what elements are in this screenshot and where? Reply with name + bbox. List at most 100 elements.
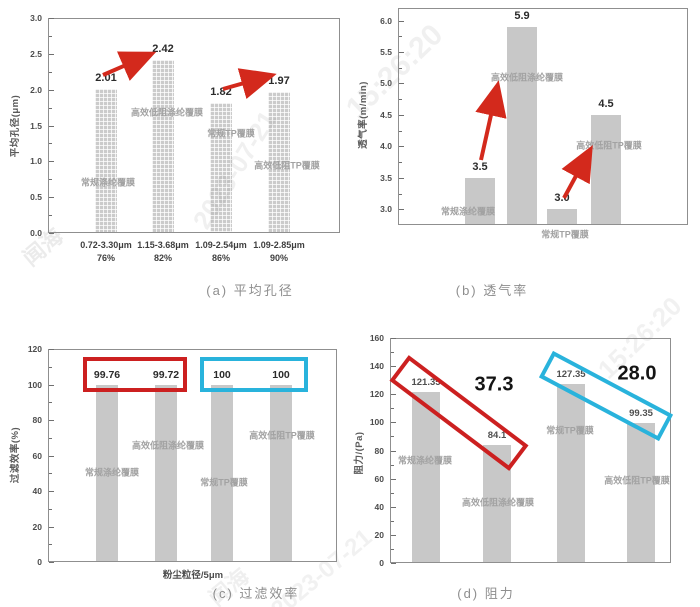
y-tick-label: 120 (27, 344, 42, 354)
x-tick-line: 86% (211, 253, 231, 263)
series-label: 常规TP覆膜 (207, 128, 255, 139)
y-tick-mark (391, 422, 396, 424)
bar-value-label: 100 (213, 368, 231, 381)
y-minor-tick-mark (49, 143, 52, 145)
series-label: 常规涤纶覆膜 (440, 206, 496, 217)
chart-caption-d: (d) 阻力 (457, 586, 515, 601)
plot-area-b (398, 8, 688, 225)
y-tick-label: 3.0 (380, 204, 392, 215)
highlight-box (83, 357, 187, 392)
y-tick-mark (49, 18, 54, 19)
bar-value-label: 100 (272, 368, 290, 381)
y-tick-mark (391, 478, 396, 480)
y-minor-tick-mark (391, 436, 394, 438)
chart-caption-a: (a) 平均孔径 (206, 283, 294, 298)
y-tick-mark (49, 233, 54, 234)
bar-c-2 (155, 384, 177, 561)
chart-caption-b: (b) 透气率 (455, 283, 529, 298)
highlight-box (200, 357, 308, 392)
x-axis-title-c: 粉尘粒径/5μm (162, 570, 224, 581)
y-tick-mark (49, 197, 54, 199)
bar-a-4 (268, 91, 290, 232)
y-tick-mark (391, 394, 396, 396)
bar-b-3 (547, 209, 577, 224)
bar-b-4 (591, 114, 621, 224)
x-tick-line: 1.09-2.54μm (195, 240, 247, 250)
x-tick-line: 82% (153, 253, 173, 263)
bar-value-label: 84.1 (487, 429, 507, 441)
y-minor-tick-mark (399, 67, 402, 69)
y-tick-label: 6.0 (380, 15, 392, 26)
y-tick-label: 20 (374, 529, 384, 540)
y-tick-label: 40 (374, 501, 384, 512)
bar-a-2 (152, 59, 174, 232)
y-minor-tick-mark (49, 215, 52, 217)
bar-b-1 (465, 177, 495, 224)
x-tick-label: 1.09-2.85μm 90% (253, 239, 305, 265)
x-tick-line: 90% (269, 253, 289, 263)
y-tick-label: 160 (369, 333, 384, 343)
y-minor-tick-mark (399, 99, 402, 101)
series-label: 高效低阻TP覆膜 (249, 430, 315, 441)
y-minor-tick-mark (391, 352, 394, 354)
y-tick-mark (49, 384, 54, 386)
y-tick-label: 120 (369, 389, 384, 400)
bar-d-1 (412, 392, 440, 562)
series-label: 高效低阻TP覆膜 (254, 160, 320, 171)
y-tick-mark (391, 563, 396, 564)
series-label: 高效低阻涤纶覆膜 (131, 440, 205, 451)
bar-value-label: 2.42 (152, 42, 174, 55)
bar-value-label: 1.82 (210, 85, 232, 98)
bar-d-4 (627, 423, 655, 562)
y-tick-label: 5.0 (380, 78, 392, 89)
y-tick-label: 60 (32, 450, 42, 461)
bar-value-label: 3.5 (472, 160, 488, 173)
difference-value-label: 37.3 (474, 373, 514, 396)
y-tick-label: 140 (369, 361, 384, 372)
y-minor-tick-mark (49, 71, 52, 73)
y-minor-tick-mark (49, 437, 52, 439)
bar-value-label: 99.76 (93, 368, 121, 381)
y-minor-tick-mark (391, 492, 394, 494)
y-tick-label: 0 (379, 558, 384, 568)
y-tick-mark (399, 52, 404, 54)
plot-area-a (48, 18, 340, 233)
y-tick-mark (399, 114, 404, 116)
y-minor-tick-mark (49, 35, 52, 37)
y-tick-label: 4.0 (380, 141, 392, 152)
bar-a-3 (210, 102, 232, 232)
series-label: 常规TP覆膜 (541, 229, 589, 240)
y-minor-tick-mark (49, 107, 52, 109)
y-tick-label: 100 (27, 379, 42, 390)
difference-value-label: 28.0 (617, 362, 657, 385)
y-tick-mark (49, 125, 54, 127)
y-tick-label: 2.5 (30, 48, 42, 59)
y-tick-label: 40 (32, 486, 42, 496)
series-label: 高效低阻TP覆膜 (576, 140, 642, 151)
y-tick-label: 60 (374, 473, 384, 484)
y-minor-tick-mark (391, 520, 394, 522)
x-tick-line: 1.15-3.68μm (137, 240, 189, 250)
y-tick-mark (49, 89, 54, 91)
y-tick-mark (49, 526, 54, 528)
series-label: 高效低阻TP覆膜 (604, 475, 670, 486)
y-tick-mark (399, 83, 404, 85)
y-tick-mark (399, 177, 404, 179)
series-label: 高效低阻涤纶覆膜 (130, 107, 204, 118)
y-tick-label: 4.5 (380, 109, 392, 120)
bar-value-label: 2.01 (95, 71, 117, 84)
y-minor-tick-mark (399, 130, 402, 132)
bar-d-2 (483, 444, 511, 562)
y-tick-mark (391, 338, 396, 339)
series-label: 常规TP覆膜 (200, 477, 248, 488)
y-minor-tick-mark (399, 162, 402, 164)
y-minor-tick-mark (49, 473, 52, 475)
y-tick-label: 80 (32, 415, 42, 425)
y-tick-label: 1.5 (30, 120, 42, 131)
series-label: 常规涤纶覆膜 (84, 467, 140, 478)
y-tick-label: 5.5 (380, 47, 392, 58)
y-tick-label: 1.0 (30, 156, 42, 167)
y-minor-tick-mark (49, 544, 52, 546)
y-tick-label: 0 (37, 557, 42, 567)
